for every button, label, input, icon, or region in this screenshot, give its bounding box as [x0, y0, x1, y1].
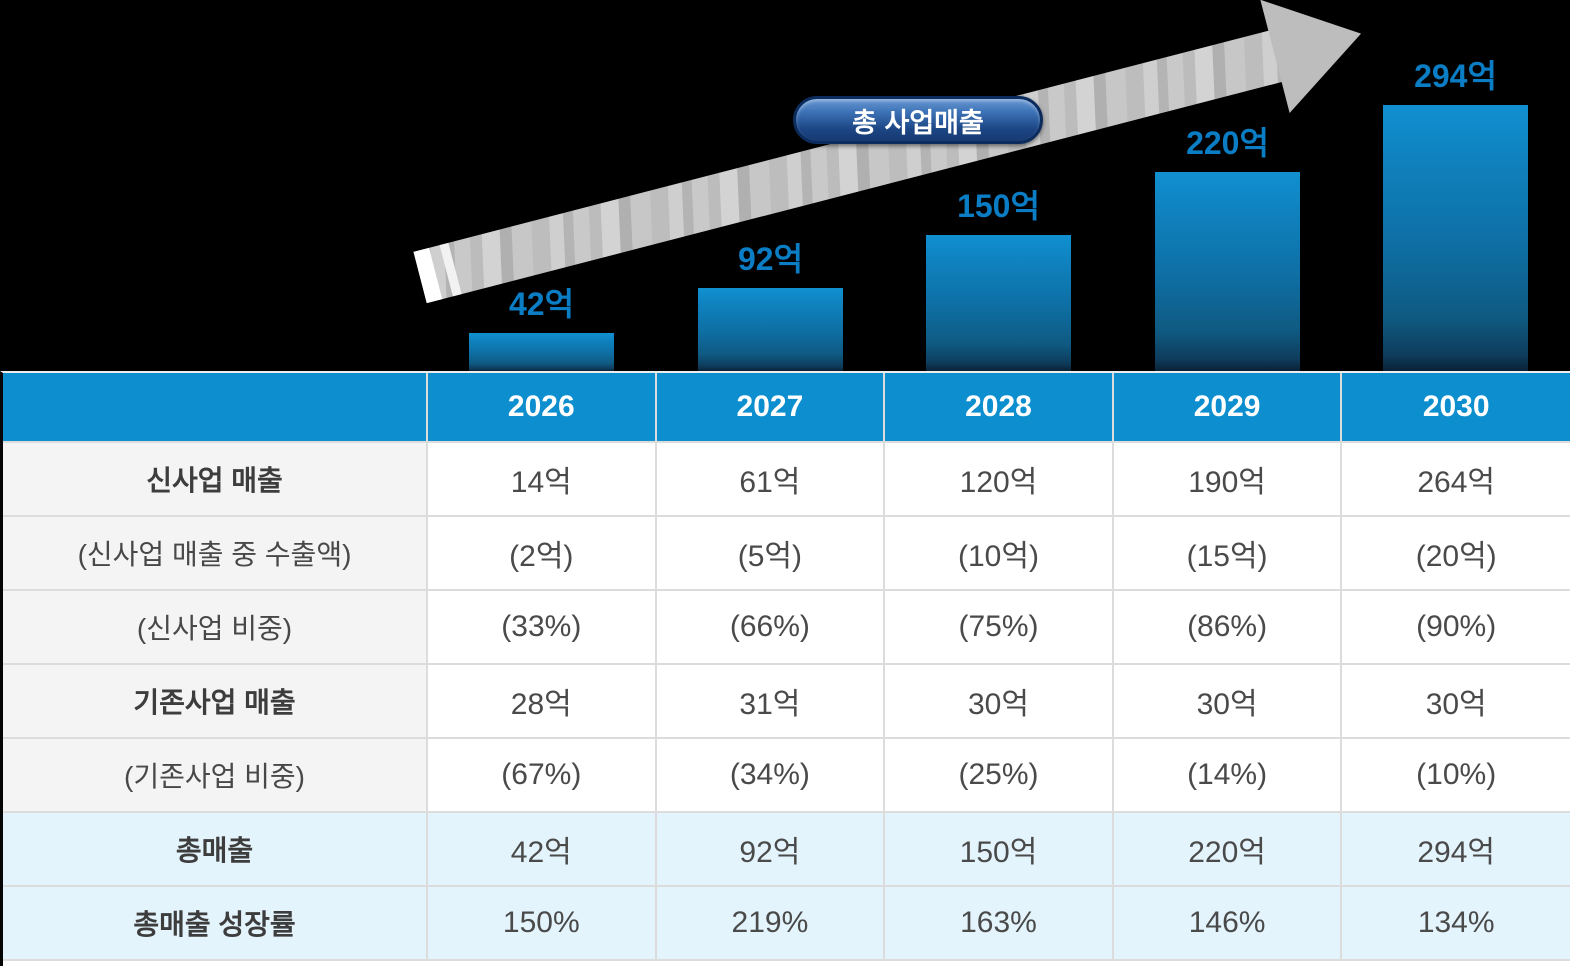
- bar-rect-2030: [1383, 105, 1528, 371]
- table-cell: (90%): [1341, 590, 1570, 665]
- row-label: (신사업 매출 중 수출액): [3, 516, 428, 591]
- bar-2027: 92억: [698, 234, 843, 371]
- bar-value-label-2026: 42억: [508, 286, 575, 322]
- table-cell: (86%): [1112, 590, 1343, 665]
- col-header-empty: [3, 373, 428, 443]
- row-label: 신사업 매출: [3, 442, 428, 517]
- total-revenue-pill-label: 총 사업매출: [852, 107, 984, 138]
- table-cell: 294억: [1341, 812, 1570, 887]
- table-cell: 150억: [884, 812, 1114, 887]
- col-header-2026: 2026: [427, 373, 657, 443]
- table-cell: (75%): [884, 590, 1114, 665]
- table-cell: (66%): [655, 590, 886, 665]
- total-revenue-pill: 총 사업매출: [793, 96, 1043, 144]
- table-cell: 134%: [1341, 886, 1570, 961]
- table-row-total-revenue: 총매출 42억 92억 150억 220억 294억: [3, 812, 1570, 887]
- table-cell: (67%): [427, 738, 657, 813]
- col-header-2027: 2027: [655, 373, 886, 443]
- revenue-bar-chart: 42억 92억 150억 220억 294억 총 사업매출: [0, 0, 1570, 371]
- table-cell: (33%): [427, 590, 657, 665]
- table-row-new-business-share: (신사업 비중) (33%) (66%) (75%) (86%) (90%): [3, 590, 1570, 665]
- table-cell: 92억: [655, 812, 886, 887]
- table-cell: 163%: [884, 886, 1114, 961]
- bar-2028: 150억: [926, 181, 1071, 371]
- table-cell: (2억): [427, 516, 657, 591]
- table-cell: (14%): [1112, 738, 1343, 813]
- table-row-existing-business-revenue: 기존사업 매출 28억 31억 30억 30억 30억: [3, 664, 1570, 739]
- table-cell: (15억): [1112, 516, 1343, 591]
- table-cell: (5억): [655, 516, 886, 591]
- table-cell: (34%): [655, 738, 886, 813]
- bar-2026: 42억: [469, 279, 614, 371]
- row-label: 총매출 성장률: [3, 886, 428, 961]
- table-cell: 30억: [1112, 664, 1343, 739]
- table-cell: 14억: [427, 442, 657, 517]
- table-header-row: 2026 2027 2028 2029 2030: [3, 373, 1570, 443]
- table-cell: 31억: [655, 664, 886, 739]
- table-cell: 219%: [655, 886, 886, 961]
- row-label: (기존사업 비중): [3, 738, 428, 813]
- col-header-2029: 2029: [1112, 373, 1343, 443]
- bar-value-label-2028: 150억: [957, 188, 1040, 224]
- table-cell: (20억): [1341, 516, 1570, 591]
- table-row-total-revenue-growth: 총매출 성장률 150% 219% 163% 146% 134%: [3, 886, 1570, 961]
- table-cell: (25%): [884, 738, 1114, 813]
- table-cell: 120억: [884, 442, 1114, 517]
- table-cell: 28억: [427, 664, 657, 739]
- row-label: 총매출: [3, 812, 428, 887]
- bar-value-label-2029: 220억: [1186, 125, 1269, 161]
- bar-rect-2028: [926, 235, 1071, 371]
- table-cell: 150%: [427, 886, 657, 961]
- table-cell: 30억: [884, 664, 1114, 739]
- revenue-table: 2026 2027 2028 2029 2030 신사업 매출 14억 61억 …: [0, 371, 1570, 966]
- table-cell: 30억: [1341, 664, 1570, 739]
- table-cell: (10억): [884, 516, 1114, 591]
- bar-rect-2027: [698, 288, 843, 371]
- table-cell: 220억: [1112, 812, 1343, 887]
- col-header-2028: 2028: [884, 373, 1114, 443]
- table-row-new-business-exports: (신사업 매출 중 수출액) (2억) (5억) (10억) (15억) (20…: [3, 516, 1570, 591]
- bar-rect-2029: [1155, 172, 1300, 371]
- bar-value-label-2030: 294억: [1414, 58, 1497, 94]
- col-header-2030: 2030: [1341, 373, 1570, 443]
- table-row-existing-business-share: (기존사업 비중) (67%) (34%) (25%) (14%) (10%): [3, 738, 1570, 813]
- row-label: (신사업 비중): [3, 590, 428, 665]
- table-cell: 264억: [1341, 442, 1570, 517]
- row-label: 기존사업 매출: [3, 664, 428, 739]
- bar-2030: 294억: [1383, 51, 1528, 371]
- table-cell: 190억: [1112, 442, 1343, 517]
- bar-rect-2026: [469, 333, 614, 371]
- table-cell: 146%: [1112, 886, 1343, 961]
- table-row-new-business-revenue: 신사업 매출 14억 61억 120억 190억 264억: [3, 442, 1570, 517]
- table-cell: 42억: [427, 812, 657, 887]
- table-cell: 61억: [655, 442, 886, 517]
- bar-value-label-2027: 92억: [737, 241, 804, 277]
- table-cell: (10%): [1341, 738, 1570, 813]
- bar-2029: 220억: [1155, 118, 1300, 371]
- trend-arrow-icon: [413, 0, 1362, 304]
